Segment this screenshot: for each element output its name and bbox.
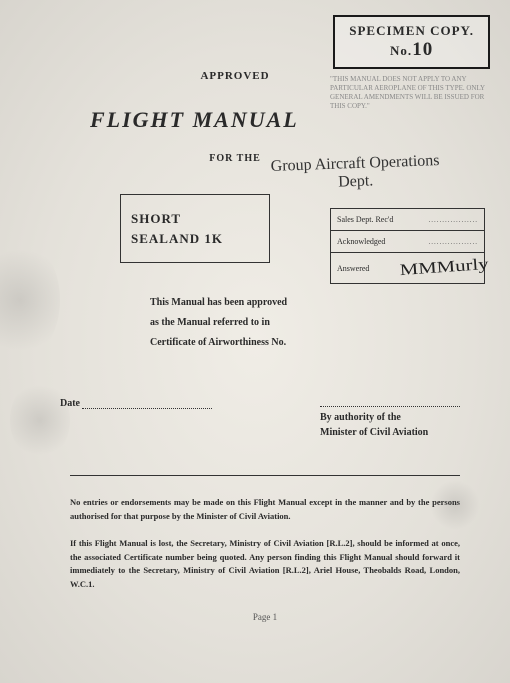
- divider-line: [70, 475, 460, 476]
- aircraft-model: SEALAND 1K: [131, 229, 259, 249]
- aircraft-type-box: SHORT SEALAND 1K: [120, 194, 270, 263]
- page-number: Page 1: [60, 612, 470, 622]
- smudge: [0, 240, 60, 360]
- footnote-1: No entries or endorsements may be made o…: [70, 496, 460, 523]
- authority-underline: [320, 397, 460, 407]
- routing-slip: Sales Dept. Rec'd .................. Ack…: [330, 208, 485, 284]
- date-underline: [82, 398, 212, 409]
- handwritten-note: Group Aircraft Operations Dept.: [271, 152, 441, 193]
- routing-row-acknowledged: Acknowledged ..................: [331, 231, 484, 253]
- approval-statement: This Manual has been approved as the Man…: [150, 293, 470, 353]
- stamp-prefix: No.: [390, 43, 412, 58]
- stamp-line2: No.10: [349, 39, 474, 61]
- dotted-line: ..................: [429, 238, 479, 246]
- specimen-stamp: SPECIMEN COPY. No.10: [333, 15, 490, 69]
- date-label: Date: [60, 398, 80, 409]
- routing-label: Sales Dept. Rec'd: [337, 215, 393, 224]
- approval-line2: as the Manual referred to in: [150, 313, 470, 333]
- stamp-number: 10: [412, 39, 433, 60]
- page: SPECIMEN COPY. No.10 "THIS MANUAL DOES N…: [0, 0, 510, 683]
- footnote-2: If this Flight Manual is lost, the Secre…: [70, 537, 460, 591]
- routing-label: Answered: [337, 264, 369, 273]
- smudge: [10, 380, 70, 460]
- signature: MMMurly: [399, 256, 489, 280]
- stamp-line1: SPECIMEN COPY.: [349, 23, 474, 39]
- dotted-line: ..................: [429, 216, 479, 224]
- routing-row-answered: Answered MMMurly: [331, 253, 484, 283]
- routing-label: Acknowledged: [337, 237, 385, 246]
- approval-line3: Certificate of Airworthiness No.: [150, 333, 470, 353]
- routing-row-received: Sales Dept. Rec'd ..................: [331, 209, 484, 231]
- disclaimer-text: "THIS MANUAL DOES NOT APPLY TO ANY PARTI…: [330, 75, 500, 111]
- authority-line1: By authority of the: [320, 410, 470, 425]
- authority-block: By authority of the Minister of Civil Av…: [320, 397, 470, 440]
- aircraft-maker: SHORT: [131, 209, 259, 229]
- approval-line1: This Manual has been approved: [150, 293, 470, 313]
- authority-line2: Minister of Civil Aviation: [320, 425, 470, 440]
